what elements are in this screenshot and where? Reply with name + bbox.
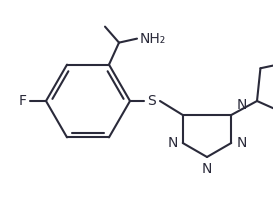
Text: N: N [202, 162, 212, 176]
Text: NH₂: NH₂ [140, 32, 166, 46]
Text: N: N [236, 136, 247, 150]
Text: S: S [148, 94, 156, 108]
Text: F: F [19, 94, 27, 108]
Text: N: N [236, 98, 247, 112]
Text: N: N [167, 136, 178, 150]
